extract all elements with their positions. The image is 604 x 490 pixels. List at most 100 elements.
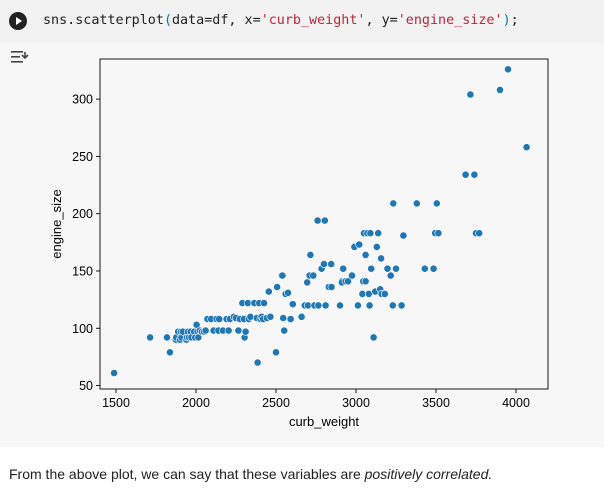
y-tick-label: 200	[72, 207, 93, 221]
scatter-point	[284, 288, 292, 297]
scatter-point	[234, 326, 243, 335]
code-function: sns.scatterplot	[43, 13, 164, 28]
scatter-point	[306, 250, 315, 259]
scatter-point	[369, 333, 378, 342]
y-axis-label: engine_size	[49, 189, 64, 258]
scatter-point	[365, 301, 374, 310]
scatter-point	[309, 271, 318, 280]
scatter-point	[429, 264, 438, 273]
scatter-point	[288, 300, 297, 309]
scatter-point	[348, 271, 356, 280]
code-x-string: 'curb_weight'	[260, 13, 366, 28]
scatter-point	[372, 242, 381, 251]
scatter-point	[420, 264, 429, 273]
code-y-string: 'engine_size'	[397, 13, 503, 28]
scatter-point	[496, 86, 504, 94]
scatter-point	[361, 277, 370, 286]
y-tick-label: 50	[79, 379, 93, 393]
code-args: data=df, x=	[172, 13, 261, 28]
scatter-point	[314, 301, 323, 310]
y-ticks: 50 100 150 200 250 300	[72, 93, 100, 393]
scatter-point	[313, 216, 322, 225]
points-layer	[110, 65, 531, 377]
scatter-point	[327, 260, 336, 268]
scatter-point	[434, 229, 443, 238]
y-tick-label: 150	[72, 264, 93, 278]
scatter-point	[266, 312, 275, 321]
scatter-point	[504, 65, 512, 74]
y-tick-label: 250	[72, 150, 93, 164]
scatter-point	[327, 283, 336, 291]
notebook-cell: sns.scatterplot(data=df, x='curb_weight'…	[0, 0, 604, 434]
scatter-point	[392, 264, 400, 273]
scatter-point	[383, 264, 392, 273]
scatter-point	[146, 333, 154, 342]
scatter-chart: 1500 2000 2500 3000 3500 4000 50 100 150 200 250 3…	[49, 58, 549, 429]
scatter-point	[224, 326, 233, 335]
scatter-point	[278, 271, 287, 280]
code-line[interactable]: sns.scatterplot(data=df, x='curb_weight'…	[43, 13, 519, 28]
scatter-point	[280, 326, 289, 335]
scatter-point	[260, 299, 268, 307]
output-toggle-icon[interactable]	[9, 48, 29, 68]
run-cell-button[interactable]	[9, 12, 27, 30]
scatter-point	[475, 229, 484, 238]
scatter-point	[361, 250, 370, 259]
x-tick-label: 3000	[342, 396, 370, 410]
code-semicolon: ;	[510, 13, 519, 28]
scatter-point	[246, 312, 255, 321]
scatter-point	[367, 264, 376, 273]
scatter-point	[320, 260, 328, 268]
plot-output: 1500 2000 2500 3000 3500 4000 50 100 150 200 250 3…	[44, 54, 564, 434]
code-close-paren: )	[502, 13, 511, 28]
x-tick-label: 2000	[182, 396, 210, 410]
scatter-point	[297, 312, 306, 321]
scatter-point	[273, 283, 281, 291]
x-tick-label: 4000	[502, 396, 530, 410]
scatter-point	[163, 333, 171, 342]
scatter-point	[380, 289, 389, 298]
scatter-point	[353, 301, 362, 310]
play-icon	[16, 17, 22, 25]
scatter-point	[432, 199, 441, 208]
scatter-point	[470, 170, 479, 179]
scatter-point	[389, 199, 398, 208]
code-open-paren: (	[163, 13, 172, 28]
scatter-point	[201, 326, 210, 335]
scatter-point	[466, 90, 475, 99]
scatter-point	[374, 229, 383, 238]
scatter-point	[461, 170, 470, 179]
scatter-point	[264, 287, 273, 296]
scatter-point	[320, 216, 329, 225]
scatter-point	[110, 369, 118, 377]
scatter-point	[241, 327, 250, 336]
scatter-point	[336, 301, 344, 310]
scatter-point	[522, 143, 531, 152]
scatter-point	[253, 358, 262, 367]
scatter-point	[321, 301, 330, 310]
scatter-point	[215, 315, 224, 323]
scatter-point	[279, 314, 288, 322]
scatter-point	[272, 348, 280, 357]
scatter-point	[386, 271, 395, 280]
axes-frame	[99, 58, 549, 390]
x-axis-label: curb_weight	[289, 414, 359, 429]
scatter-point	[339, 264, 348, 273]
scatter-point	[303, 278, 312, 287]
scatter-point	[377, 254, 385, 263]
scatter-point	[399, 231, 408, 240]
scatter-point	[344, 277, 352, 286]
scatter-point	[166, 348, 174, 357]
scatter-point	[286, 315, 295, 323]
caption-emphasis: positively correlated.	[364, 466, 493, 482]
x-ticks: 1500 2000 2500 3000 3500 4000	[102, 389, 530, 410]
caption-text: From the above plot, we can say that the…	[9, 466, 492, 482]
y-tick-label: 300	[72, 93, 93, 107]
scatter-point	[397, 301, 406, 310]
scatter-point	[412, 199, 421, 208]
y-tick-label: 100	[72, 322, 93, 336]
code-cell[interactable]: sns.scatterplot(data=df, x='curb_weight'…	[0, 0, 604, 42]
scatter-point	[243, 299, 252, 307]
x-tick-label: 1500	[102, 396, 130, 410]
x-tick-label: 3500	[422, 396, 450, 410]
